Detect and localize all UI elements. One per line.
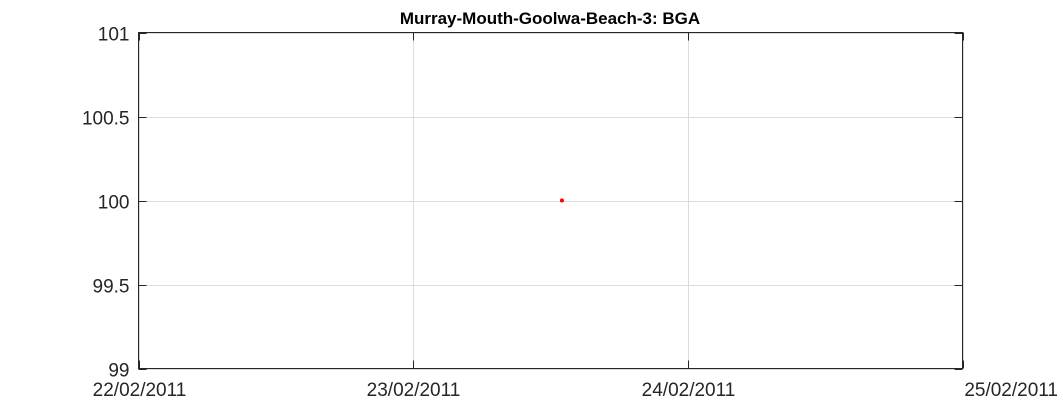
data-points: [559, 198, 564, 203]
x-tick-label: 23/02/2011: [367, 380, 461, 401]
x-tick-label: 24/02/2011: [642, 380, 736, 401]
axis-ticks: 22/02/2011 23/02/2011 24/02/2011 25/02/2011…: [82, 25, 1058, 402]
y-tick-label: 99.5: [93, 277, 130, 298]
y-tick-label: 101: [98, 25, 130, 46]
x-tick-label: 22/02/2011: [93, 380, 187, 401]
y-tick-label: 100: [98, 193, 130, 214]
grid-lines: [138, 32, 964, 370]
y-tick-label: 100.5: [82, 109, 130, 130]
data-point: [559, 198, 564, 203]
plot-area: [138, 32, 963, 369]
y-tick-label: 99: [108, 361, 129, 382]
chart-title: Murray-Mouth-Goolwa-Beach-3: BGA: [400, 9, 700, 28]
x-tick-label: 25/02/2011: [964, 380, 1058, 401]
